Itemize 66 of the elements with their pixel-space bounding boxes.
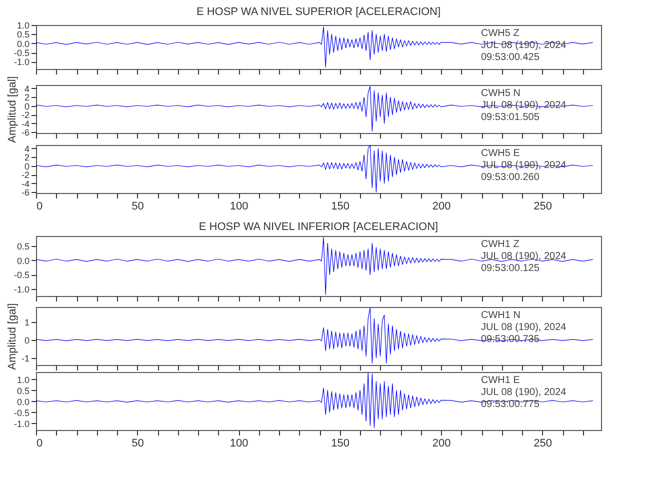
y-tick-label: 0 <box>24 336 30 346</box>
y-tick-label: 2 <box>24 92 30 103</box>
y-tick-label: -0.5 <box>14 270 30 280</box>
y-tick-label: 0 <box>24 101 30 112</box>
y-tick-label: -1.0 <box>14 57 30 68</box>
line-series <box>36 372 594 428</box>
chart-title: E HOSP WA NIVEL INFERIOR [ACELERACION] <box>198 221 438 233</box>
y-tick-label: -0.5 <box>14 408 30 418</box>
y-tick-label: 0.0 <box>16 38 30 49</box>
x-tick-label: 50 <box>132 438 144 450</box>
line-series <box>36 308 594 364</box>
y-tick-label: -6 <box>21 128 30 138</box>
y-tick-label: 0.5 <box>16 242 30 252</box>
annotation: 09:53:00.125 <box>481 263 540 274</box>
annotation: JUL 08 (190), 2024 <box>481 251 567 262</box>
annotation: 09:53:01.505 <box>481 112 540 123</box>
annotation: 09:53:00.260 <box>481 172 540 183</box>
y-tick-label: -4 <box>21 178 30 189</box>
annotation: CWH5 Z <box>481 28 520 39</box>
annotation: JUL 08 (190), 2024 <box>481 322 567 333</box>
x-tick-label: 100 <box>230 438 248 450</box>
y-tick-label: 4 <box>24 144 30 154</box>
y-tick-label: 0.0 <box>16 396 30 407</box>
y-tick-label: -1 <box>21 353 30 364</box>
annotation: 09:53:00.775 <box>481 399 540 410</box>
x-tick-label: 0 <box>36 200 43 212</box>
y-tick-label: -2 <box>21 110 30 120</box>
x-tick-label: 250 <box>534 438 552 450</box>
annotation: CWH1 N <box>481 310 520 321</box>
line-series <box>36 86 594 132</box>
x-tick-label: 100 <box>230 200 248 212</box>
y-tick-label: 2 <box>24 152 30 163</box>
line-series <box>36 237 594 295</box>
y-tick-label: -1.0 <box>14 418 30 429</box>
annotation: CWH1 E <box>481 375 520 386</box>
annotation: 09:53:00.425 <box>481 52 540 63</box>
y-tick-label: -0.5 <box>14 48 30 58</box>
y-tick-label: 0 <box>24 161 30 172</box>
y-tick-label: 4 <box>24 84 30 94</box>
y-tick-label: 1.0 <box>16 20 30 30</box>
annotation: CWH1 Z <box>481 239 520 250</box>
y-tick-label: 0.0 <box>16 256 30 266</box>
annotation: CWH5 N <box>481 88 520 99</box>
y-tick-label: -4 <box>21 118 30 129</box>
y-tick-label: -6 <box>21 188 30 198</box>
y-tick-label: -2 <box>21 170 30 180</box>
y-tick-label: 1 <box>24 318 30 328</box>
x-tick-label: 150 <box>331 438 350 450</box>
y-tick-label: 1.0 <box>16 374 30 385</box>
y-tick-label: 0.5 <box>16 30 30 40</box>
x-tick-label: 50 <box>132 200 144 212</box>
annotation: JUL 08 (190), 2024 <box>481 40 567 51</box>
x-tick-label: 200 <box>432 200 451 212</box>
x-tick-label: 150 <box>331 200 350 212</box>
x-tick-label: 200 <box>432 438 451 450</box>
y-tick-label: 0.5 <box>16 386 30 396</box>
y-axis-title: Amplitud [gal] <box>6 303 18 370</box>
y-axis-title: Amplitud [gal] <box>6 76 18 143</box>
line-series <box>36 26 594 68</box>
y-tick-label: -1.0 <box>14 284 30 294</box>
x-tick-label: 0 <box>36 438 43 450</box>
x-tick-label: 250 <box>534 200 552 212</box>
annotation: CWH5 E <box>481 148 520 159</box>
annotation: JUL 08 (190), 2024 <box>481 387 567 398</box>
chart-title: E HOSP WA NIVEL SUPERIOR [ACELERACION] <box>196 6 441 18</box>
line-series <box>36 145 594 192</box>
